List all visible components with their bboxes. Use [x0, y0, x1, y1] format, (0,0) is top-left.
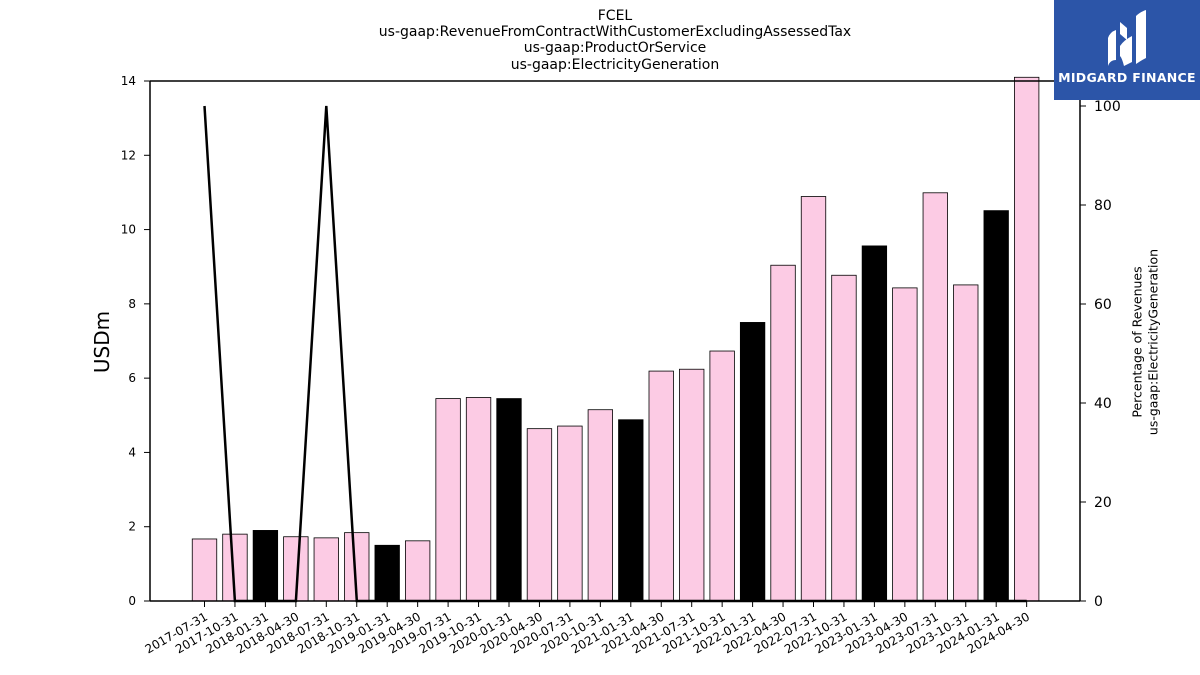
y-tick-label-10: 10 — [121, 223, 136, 237]
y2-tick-label-60: 60 — [1094, 297, 1112, 313]
y-axis-label: USDm — [90, 310, 114, 374]
bar-2021-04-30 — [648, 370, 674, 602]
y-tick-label-8: 8 — [128, 297, 136, 311]
y-tick-label-12: 12 — [121, 148, 136, 162]
bar-2020-04-30 — [526, 428, 553, 602]
bar-2022-07-31 — [800, 196, 827, 602]
bar-2020-07-31 — [557, 425, 583, 602]
bar-2023-01-31 — [861, 245, 888, 602]
chart-title-ticker: FCEL — [597, 8, 633, 24]
bar-2019-01-31 — [374, 544, 400, 602]
bar-2022-10-31 — [831, 274, 857, 602]
bar-2019-04-30 — [404, 540, 431, 602]
y2-axis-label-line2: us-gaap:ElectricityGeneration — [1145, 248, 1161, 436]
bar-2022-01-31 — [739, 322, 766, 602]
bar-2024-01-31 — [983, 210, 1009, 602]
chart-title-concept: us-gaap:RevenueFromContractWithCustomerE… — [378, 24, 852, 40]
y2-tick-label-0: 0 — [1094, 594, 1103, 610]
bar-2019-10-31 — [465, 397, 492, 602]
bar-2023-04-30 — [892, 287, 918, 602]
y2-tick-label-100: 100 — [1094, 99, 1121, 115]
chart-title-member: us-gaap:ElectricityGeneration — [510, 57, 720, 73]
logo-text: MIDGARD FINANCE — [1058, 70, 1196, 85]
bar-2018-01-31 — [252, 530, 279, 602]
y-tick-label-2: 2 — [128, 520, 136, 534]
y-tick-label-0: 0 — [128, 594, 136, 608]
bar-2018-07-31 — [313, 537, 339, 602]
bar-2021-07-31 — [679, 368, 705, 602]
y-tick-label-6: 6 — [128, 371, 136, 385]
y-tick-label-14: 14 — [121, 74, 136, 88]
bar-2021-01-31 — [618, 419, 644, 602]
midgard-logo-icon — [1108, 10, 1146, 66]
bar-2022-04-30 — [770, 264, 796, 602]
y2-tick-label-20: 20 — [1094, 495, 1112, 511]
chart-title-axis: us-gaap:ProductOrService — [523, 40, 707, 56]
bar-2021-10-31 — [709, 350, 735, 602]
bar-2020-10-31 — [587, 409, 613, 602]
bar-2024-04-30 — [1014, 76, 1040, 602]
bar-2019-07-31 — [435, 398, 461, 602]
y2-tick-label-40: 40 — [1094, 396, 1112, 412]
y2-axis-label-line1: Percentage of Revenues — [1129, 266, 1145, 418]
bar-2023-10-31 — [953, 284, 979, 602]
y2-tick-label-80: 80 — [1094, 198, 1112, 214]
y-tick-label-4: 4 — [128, 445, 136, 459]
bar-2020-01-31 — [496, 398, 522, 602]
bar-2023-07-31 — [922, 192, 948, 602]
midgard-finance-logo: MIDGARD FINANCE — [1054, 0, 1200, 100]
bar-2017-07-31 — [191, 538, 218, 602]
